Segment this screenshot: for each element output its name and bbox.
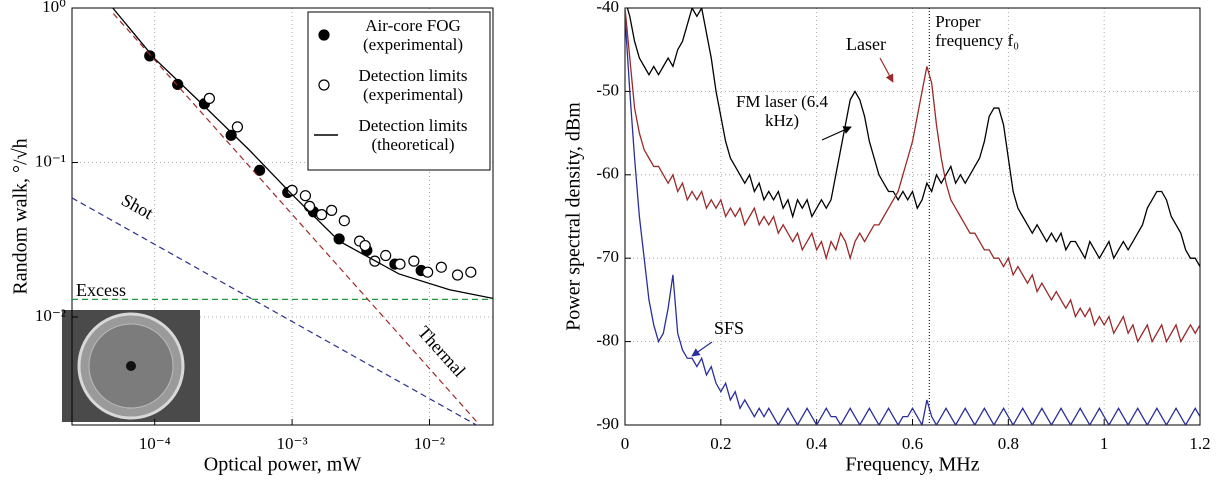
y-tick-label: -50 [596, 80, 619, 99]
y-tick-label: 10⁰ [42, 0, 66, 16]
series-label: SFS [714, 318, 744, 338]
data-point [338, 215, 350, 227]
data-point [359, 239, 371, 252]
y-tick-label: -60 [596, 164, 619, 183]
y-axis-label: Power spectral density, dBm [563, 102, 585, 331]
data-point [231, 121, 244, 133]
x-tick-label: 0.2 [710, 434, 731, 453]
data-point [380, 249, 392, 262]
series-label: Thermal [414, 322, 470, 381]
legend-swatch [318, 29, 330, 41]
y-tick-label: -80 [596, 331, 619, 350]
fiber-inset [62, 310, 200, 422]
data-point [144, 50, 156, 62]
data-point [422, 266, 434, 278]
x-tick-label: 1.2 [1189, 434, 1210, 453]
data-point [394, 258, 406, 270]
plot-area [625, 8, 1200, 425]
series-line [625, 8, 1200, 344]
series-label: FM laser (6.4 kHz) [735, 92, 829, 130]
data-point [333, 233, 345, 245]
reference-label: Proper frequency f₀ [935, 12, 1020, 50]
data-point [299, 190, 312, 202]
data-point [435, 261, 447, 273]
legend-label: Air-core FOG (experimental) [362, 16, 464, 54]
legend-swatch [318, 79, 330, 91]
data-point [465, 266, 477, 278]
series-line [112, 8, 493, 300]
y-tick-label: 10⁻¹ [35, 151, 66, 170]
data-point [225, 129, 237, 141]
y-tick-label: -70 [596, 247, 619, 266]
plot-area [72, 8, 493, 425]
data-point [408, 255, 420, 267]
y-tick-label: 10⁻² [35, 306, 66, 325]
y-axis-label: Random walk, °/√h [10, 138, 32, 294]
series-line [625, 16, 1200, 425]
x-axis-label: Frequency, MHz [845, 454, 979, 476]
data-point [203, 92, 215, 104]
x-tick-label: 0 [621, 434, 630, 453]
data-point [316, 209, 328, 221]
x-axis-label: Optical power, mW [204, 454, 362, 476]
series-line [112, 13, 481, 425]
x-tick-label: 0.8 [998, 434, 1019, 453]
legend-label: Detection limits (theoretical) [358, 116, 468, 154]
x-tick-label: 10⁻² [414, 434, 445, 453]
legend-label: Detection limits (experimental) [358, 66, 468, 104]
grid-layer [72, 7, 1201, 426]
series-line [72, 197, 478, 425]
y-tick-label: -40 [596, 0, 619, 16]
series-label: Shot [118, 190, 157, 223]
x-tick-label: 0.6 [902, 434, 923, 453]
data-point [303, 200, 316, 212]
series-line [626, 8, 1200, 267]
data-point [253, 164, 266, 176]
legend-box [307, 11, 491, 171]
data-point [451, 269, 464, 281]
plot-frame [624, 7, 1201, 426]
x-tick-label: 0.4 [806, 434, 828, 453]
series-label: Laser [846, 34, 886, 54]
x-tick-label: 10⁻³ [277, 434, 308, 453]
plot-frame [71, 7, 494, 426]
data-point [172, 78, 184, 91]
data-point [326, 204, 338, 216]
arrow [821, 126, 852, 141]
y-tick-label: -90 [596, 414, 619, 433]
x-tick-label: 10⁻⁴ [139, 434, 171, 453]
series-label: Excess [76, 280, 126, 300]
arrow [879, 57, 894, 83]
arrow [691, 341, 713, 357]
x-tick-label: 1 [1100, 434, 1109, 453]
